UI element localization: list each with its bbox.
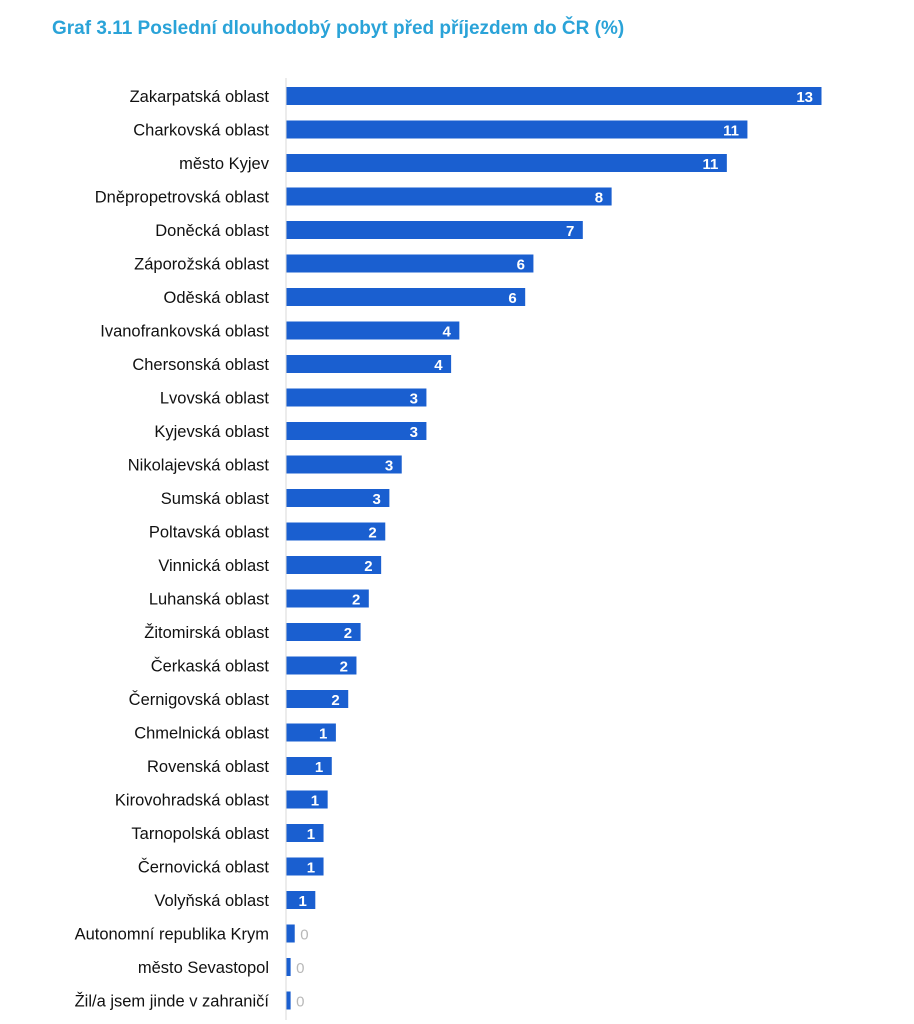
data-label: 2 (368, 525, 376, 542)
bar (286, 656, 357, 675)
category-label: Žil/a jsem jinde v zahraničí (75, 992, 270, 1011)
bar (286, 824, 324, 842)
category-label: Čerkaská oblast (151, 657, 270, 676)
data-label: 1 (315, 759, 323, 776)
data-label: 0 (296, 960, 304, 977)
bar (286, 187, 612, 206)
data-label: 11 (702, 156, 718, 173)
bar (286, 757, 332, 775)
category-label: Charkovská oblast (133, 122, 269, 140)
category-label: Dněpropetrovská oblast (95, 189, 270, 207)
category-label: město Kyjev (179, 155, 270, 173)
bar (286, 723, 336, 742)
category-label: město Sevastopol (138, 959, 269, 977)
category-label: Vinnická oblast (158, 557, 269, 575)
bar (286, 321, 460, 340)
bar (286, 522, 386, 541)
data-label: 0 (296, 994, 304, 1011)
data-label: 3 (385, 458, 393, 475)
data-label: 3 (410, 424, 418, 441)
bar (286, 388, 427, 407)
data-label: 1 (307, 826, 315, 843)
bar (286, 120, 748, 139)
data-label: 4 (434, 357, 443, 374)
bar (286, 924, 295, 943)
bar (286, 288, 526, 306)
category-label: Nikolajevská oblast (128, 457, 270, 475)
bar (286, 422, 427, 440)
category-label: Rovenská oblast (147, 758, 269, 776)
category-label: Poltavská oblast (149, 524, 270, 542)
category-label: Záporožská oblast (134, 256, 269, 274)
category-label: Kirovohradská oblast (115, 792, 269, 810)
data-label: 3 (410, 391, 418, 408)
data-label: 0 (300, 927, 308, 944)
bar (286, 690, 349, 708)
category-label: Kyjevská oblast (154, 423, 269, 441)
data-label: 2 (340, 659, 348, 676)
bar (286, 154, 727, 172)
data-label: 7 (566, 223, 574, 240)
data-label: 2 (352, 592, 360, 609)
data-label: 1 (307, 860, 315, 877)
bar (286, 857, 324, 876)
bar (286, 221, 583, 239)
category-label: Doněcká oblast (155, 222, 269, 240)
category-label: Černovická oblast (138, 858, 270, 877)
bar (286, 790, 328, 809)
data-label: 1 (311, 793, 319, 810)
bar (286, 556, 382, 574)
bar (286, 489, 390, 507)
category-label: Lvovská oblast (160, 390, 270, 408)
data-label: 6 (517, 257, 525, 274)
data-label: 11 (723, 123, 739, 140)
data-label: 4 (443, 324, 452, 341)
category-label: Zakarpatská oblast (130, 88, 270, 106)
data-label: 2 (331, 692, 339, 709)
data-label: 13 (796, 89, 813, 106)
category-label: Volyňská oblast (154, 892, 269, 910)
data-label: 1 (319, 726, 327, 743)
data-label: 8 (595, 190, 603, 207)
bar (286, 254, 534, 273)
bar (286, 958, 291, 976)
bar (286, 455, 402, 474)
bar (286, 355, 452, 373)
bar (286, 87, 822, 105)
category-label: Žitomirská oblast (144, 623, 269, 642)
data-label: 2 (344, 625, 352, 642)
category-label: Sumská oblast (161, 490, 270, 508)
chart-title: Graf 3.11 Poslední dlouhodobý pobyt před… (52, 18, 625, 39)
category-label: Chmelnická oblast (134, 725, 269, 743)
bar (286, 623, 361, 641)
category-label: Luhanská oblast (149, 591, 270, 609)
category-label: Ivanofrankovská oblast (100, 323, 269, 341)
data-label: 1 (298, 893, 306, 910)
data-label: 6 (508, 290, 516, 307)
category-label: Autonomní republika Krym (75, 926, 269, 944)
category-label: Chersonská oblast (132, 356, 269, 374)
category-label: Černigovská oblast (129, 690, 270, 709)
data-label: 3 (373, 491, 381, 508)
bar (286, 891, 316, 909)
bar (286, 589, 369, 608)
category-label: Tarnopolská oblast (131, 825, 269, 843)
bar (286, 991, 291, 1010)
category-label: Oděská oblast (164, 289, 270, 307)
data-label: 2 (364, 558, 372, 575)
